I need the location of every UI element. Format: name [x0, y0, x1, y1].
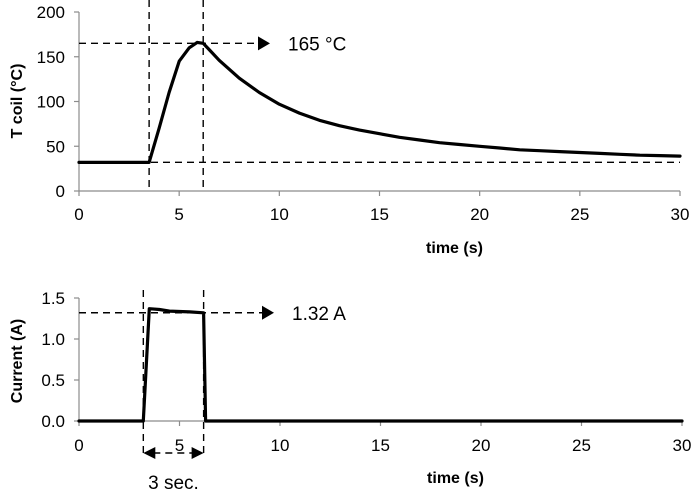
interval-arrow-right	[191, 447, 204, 459]
y-tick-label: 200	[37, 3, 65, 22]
y-tick-label: 150	[37, 48, 65, 67]
y-axis-label: T coil (°C)	[9, 64, 26, 139]
y-tick-label: 1.5	[41, 289, 65, 308]
temperature-chart: 0 50 100 150 200 0 5 10 15 20 25 30 time (s) T coil (…	[9, 0, 689, 257]
x-tick-label: 0	[74, 205, 83, 224]
y-axis-label: Current (A)	[9, 319, 26, 403]
x-tick-label: 15	[371, 436, 390, 455]
arrow-head	[262, 305, 274, 320]
y-tick-label: 0.0	[41, 412, 65, 431]
y-tick-label: 100	[37, 93, 65, 112]
x-tick-label: 5	[175, 436, 184, 455]
x-tick-label: 25	[570, 205, 589, 224]
x-axis-label: time (s)	[426, 240, 483, 257]
arrow-head	[258, 36, 270, 51]
y-tick-label: 1.0	[41, 330, 65, 349]
series-line	[77, 40, 682, 164]
x-tick-label: 10	[271, 436, 290, 455]
y-tick-label: 0.5	[41, 371, 65, 390]
y-tick-label: 50	[46, 137, 65, 156]
value-annotation: 1.32 A	[292, 304, 346, 325]
x-tick-label: 20	[470, 205, 489, 224]
interval-label: 3 sec.	[148, 473, 199, 494]
x-tick-label: 25	[572, 436, 591, 455]
x-axis-label: time (s)	[427, 470, 484, 487]
x-tick-label: 30	[673, 436, 692, 455]
x-tick-label: 10	[270, 205, 289, 224]
y-tick-label: 0	[56, 182, 65, 201]
x-tick-label: 5	[174, 205, 183, 224]
x-tick-label: 20	[472, 436, 491, 455]
current-chart: 0.0 0.5 1.0 1.5 0 5 10 15 20 25 30 time (s) Current …	[9, 289, 691, 494]
interval-arrow-left	[143, 447, 156, 459]
series-line	[77, 307, 684, 423]
x-tick-label: 0	[74, 436, 83, 455]
x-tick-label: 30	[671, 205, 690, 224]
value-annotation: 165 °C	[288, 34, 346, 55]
x-tick-label: 15	[370, 205, 389, 224]
